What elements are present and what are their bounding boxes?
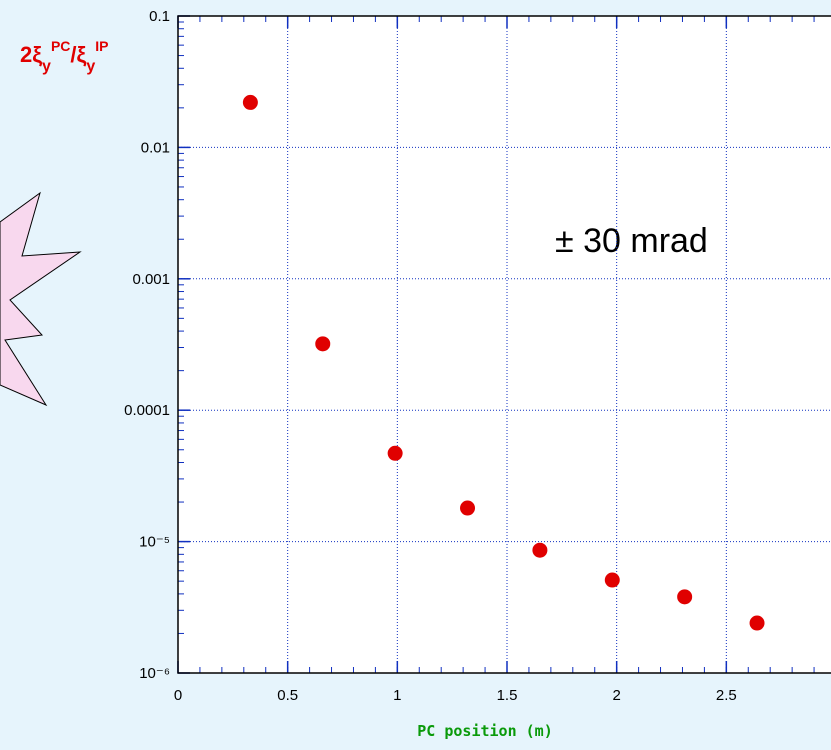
x-tick-label: 1 [393,687,401,704]
data-point [387,445,403,461]
x-tick-label: 0.5 [277,687,298,704]
data-point [315,336,331,352]
x-axis-label: PC position (m) [417,722,552,740]
plot-frame [177,15,831,674]
data-point [460,500,476,516]
y-axis-label: 2ξyPC/ξyIP [20,38,108,75]
x-tick-label: 0 [174,687,182,704]
data-point [749,615,765,631]
y-tick-label: 0.01 [141,139,170,156]
y-tick-label: 0.1 [149,8,170,25]
y-tick-label: 0.0001 [124,402,170,419]
x-tick-label: 1.5 [497,687,518,704]
x-tick-label: 2 [612,687,620,704]
x-tick-label: 2.5 [716,687,737,704]
data-point [677,589,693,605]
annotation: ± 30 mrad [555,222,708,260]
data-point [532,542,548,558]
data-point [604,572,620,588]
data-point [242,94,258,110]
plot-area [178,16,831,673]
y-tick-label: 0.001 [132,271,170,288]
star-decoration [0,191,82,407]
y-tick-label: 10⁻⁵ [139,534,170,551]
y-tick-label: 10⁻⁶ [139,665,170,682]
